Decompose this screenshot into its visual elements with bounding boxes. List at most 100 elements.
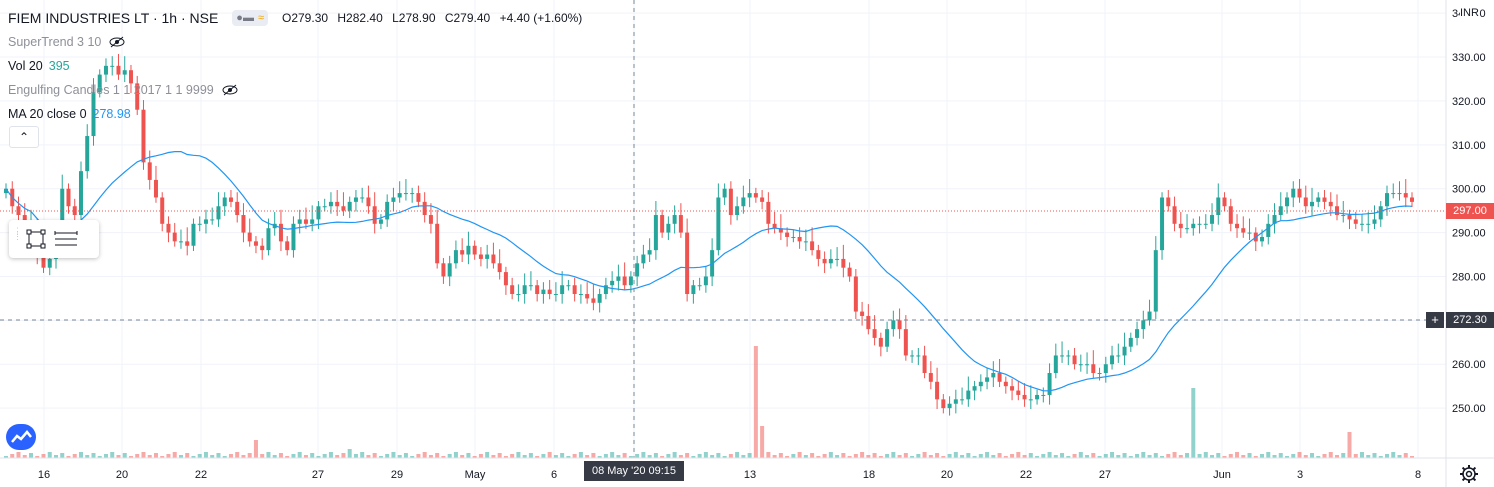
volume-bar xyxy=(78,452,83,458)
eye-icon[interactable]: ●▬ xyxy=(236,12,254,24)
volume-bar xyxy=(222,456,227,458)
moving-average-line xyxy=(5,151,1413,392)
indicator-volume[interactable]: Vol 20 395 xyxy=(8,54,588,78)
candle-body xyxy=(1291,188,1296,198)
volume-bar xyxy=(1135,454,1140,458)
volume-bar xyxy=(622,453,627,458)
volume-bar xyxy=(510,454,515,458)
symbol-actions[interactable]: ●▬ ≈ xyxy=(232,10,268,26)
volume-bar xyxy=(672,452,677,458)
candle-body xyxy=(166,223,171,233)
candle-body xyxy=(1022,394,1027,400)
candle-body xyxy=(703,276,708,286)
candle-body xyxy=(1410,197,1414,202)
candle-body xyxy=(4,188,8,194)
volume-bar xyxy=(860,452,865,458)
time-axis-ticks: 16 20 22 27 29 May 6 13 18 20 22 27 Jun 3 8 xyxy=(38,469,1421,481)
volume-bar xyxy=(728,454,733,458)
candle-body xyxy=(422,201,427,216)
rectangle-tool-button[interactable] xyxy=(21,224,51,254)
volume-bar xyxy=(122,453,127,458)
volume-bar xyxy=(1085,455,1090,458)
volume-bar xyxy=(603,454,608,458)
volume-bar xyxy=(278,453,283,458)
volume-bar xyxy=(10,454,15,458)
time-tick-label: 20 xyxy=(116,469,128,481)
volume-bar xyxy=(491,455,496,458)
candle-body xyxy=(810,241,815,251)
rectangle-tool-icon xyxy=(26,229,46,249)
volume-bar xyxy=(1297,452,1302,458)
volume-bar xyxy=(878,456,883,458)
candle-body xyxy=(635,263,640,277)
volume-bar xyxy=(578,452,583,458)
candle-body xyxy=(378,219,383,224)
indicator-ma[interactable]: MA 20 close 0 278.98 xyxy=(8,102,588,126)
candle-body xyxy=(1260,236,1265,242)
candle-body xyxy=(591,298,596,303)
volume-bar xyxy=(1097,456,1102,458)
volume-bar xyxy=(791,454,796,458)
candle-body xyxy=(1353,219,1358,224)
collapse-legend-button[interactable]: ⌃ xyxy=(9,126,39,148)
candle-body xyxy=(922,355,927,374)
candle-body xyxy=(328,201,333,207)
time-tick-label: 29 xyxy=(391,469,403,481)
time-tick-label: 20 xyxy=(941,469,953,481)
candle-body xyxy=(678,215,683,233)
crosshair-time-label: 08 May '20 09:15 xyxy=(584,461,684,481)
floating-drawing-toolbar[interactable]: ⋮ ⋮ xyxy=(9,220,99,258)
eye-hidden-icon[interactable] xyxy=(222,84,238,96)
candle-body xyxy=(1385,193,1390,207)
volume-bar xyxy=(1185,453,1190,458)
gear-icon[interactable] xyxy=(1459,464,1479,484)
settings-lines-button[interactable] xyxy=(51,224,81,254)
time-tick-label: Jun xyxy=(1213,469,1231,481)
indicator-label: Vol 20 xyxy=(8,59,43,73)
drag-handle-icon[interactable]: ⋮ ⋮ xyxy=(13,226,22,241)
volume-bar xyxy=(803,455,808,458)
candle-body xyxy=(453,250,458,264)
volume-bar xyxy=(97,456,102,458)
candle-body xyxy=(628,276,633,286)
volume-bar xyxy=(453,452,458,458)
symbol-title[interactable]: FIEM INDUSTRIES LT · 1h · NSE xyxy=(8,10,219,26)
volume-bar xyxy=(341,453,346,458)
candle-body xyxy=(528,285,533,287)
volume-bar xyxy=(210,455,215,458)
volume-bar xyxy=(1322,454,1327,458)
candle-body xyxy=(978,381,983,387)
volume-bar xyxy=(760,426,765,458)
volume-bar xyxy=(72,454,77,458)
indicator-engulfing[interactable]: Engulfing Candles 1 1 2017 1 1 9999 xyxy=(8,78,588,102)
volume-bar xyxy=(1366,455,1371,458)
volume-bar xyxy=(1010,454,1015,458)
candle-body xyxy=(1028,399,1033,401)
volume-bar xyxy=(1328,452,1333,458)
candle-body xyxy=(841,258,846,268)
indicator-label: MA 20 close 0 xyxy=(8,107,87,121)
volume-bar xyxy=(253,440,258,458)
candle-body xyxy=(1378,206,1383,220)
volume-bar xyxy=(103,454,108,458)
close-value: C279.40 xyxy=(444,11,491,25)
candle-body xyxy=(372,206,377,224)
candle-body xyxy=(235,201,240,216)
volume-bar xyxy=(953,452,958,458)
eye-hidden-icon[interactable] xyxy=(109,36,125,48)
volume-bar xyxy=(4,456,8,458)
volume-bar xyxy=(85,455,90,458)
candle-body xyxy=(97,74,102,93)
candle-body xyxy=(1397,193,1402,195)
indicator-supertrend[interactable]: SuperTrend 3 10 xyxy=(8,30,588,54)
add-alert-plus-icon[interactable]: + xyxy=(1426,312,1444,328)
volume-bar xyxy=(1360,452,1365,458)
volume-bar xyxy=(1072,454,1077,458)
tradingview-logo-icon[interactable] xyxy=(6,424,36,450)
volume-bar xyxy=(1066,456,1071,458)
volume-bar xyxy=(1222,456,1227,458)
candle-body xyxy=(778,228,783,233)
candle-body xyxy=(960,399,965,401)
volume-bar xyxy=(1335,455,1340,458)
